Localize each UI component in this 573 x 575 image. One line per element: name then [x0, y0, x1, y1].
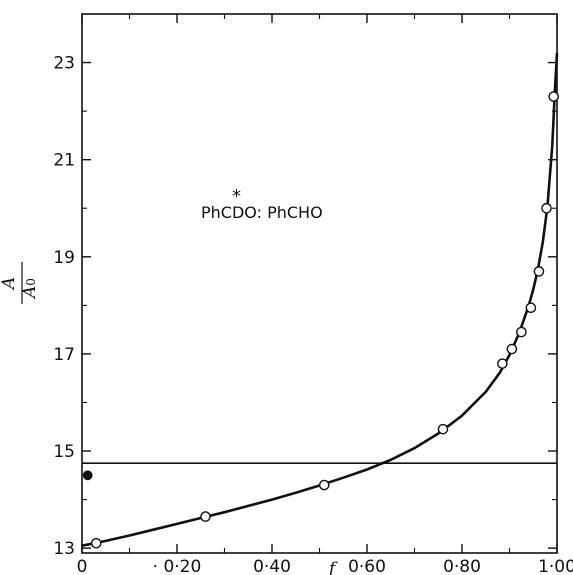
- y-tick-label: 23: [53, 54, 75, 74]
- open-data-point: [516, 326, 527, 338]
- open-data-point: [533, 266, 545, 277]
- y-label-numerator: A: [0, 277, 19, 291]
- y-tick-label: 21: [53, 151, 75, 171]
- y-tick-label: 13: [53, 539, 75, 559]
- annotation-text: PhCDO: PhCHO: [201, 203, 323, 222]
- open-data-point: [506, 343, 518, 355]
- y-label-denominator: A0: [20, 278, 40, 300]
- x-tick-label: 0: [77, 557, 88, 575]
- plot-frame: [81, 13, 558, 554]
- annotation-star: *: [232, 186, 241, 207]
- open-data-point: [318, 479, 330, 491]
- x-tick-label: · 0·20: [153, 557, 202, 575]
- fitted-curve: [81, 52, 559, 547]
- annotation: * PhCDO: PhCHO: [201, 186, 323, 222]
- x-tick-label: 0·60: [348, 557, 386, 575]
- ticks: 0 · 0·20 0·40 0·60 0·80 1·00 13 15 17 19 21 23: [53, 14, 573, 575]
- x-tick-label: 1·00: [538, 557, 573, 575]
- axes: [81, 13, 558, 554]
- x-tick-label: 0·40: [253, 557, 291, 575]
- y-tick-label: 19: [53, 248, 75, 268]
- y-axis-label: A A0: [0, 262, 40, 304]
- open-data-point: [541, 202, 552, 214]
- x-axis-label: f: [327, 559, 338, 575]
- open-data-point: [90, 537, 102, 549]
- open-data-point: [497, 358, 508, 369]
- x-tick-label: 0·80: [443, 557, 481, 575]
- open-data-point: [548, 91, 559, 102]
- open-data-point: [200, 511, 211, 522]
- data-points: [82, 91, 559, 549]
- y-tick-label: 17: [53, 345, 75, 365]
- open-data-point: [437, 423, 449, 435]
- y-tick-label: 15: [53, 442, 75, 462]
- open-data-point: [525, 302, 537, 314]
- filled-data-point: [82, 470, 93, 481]
